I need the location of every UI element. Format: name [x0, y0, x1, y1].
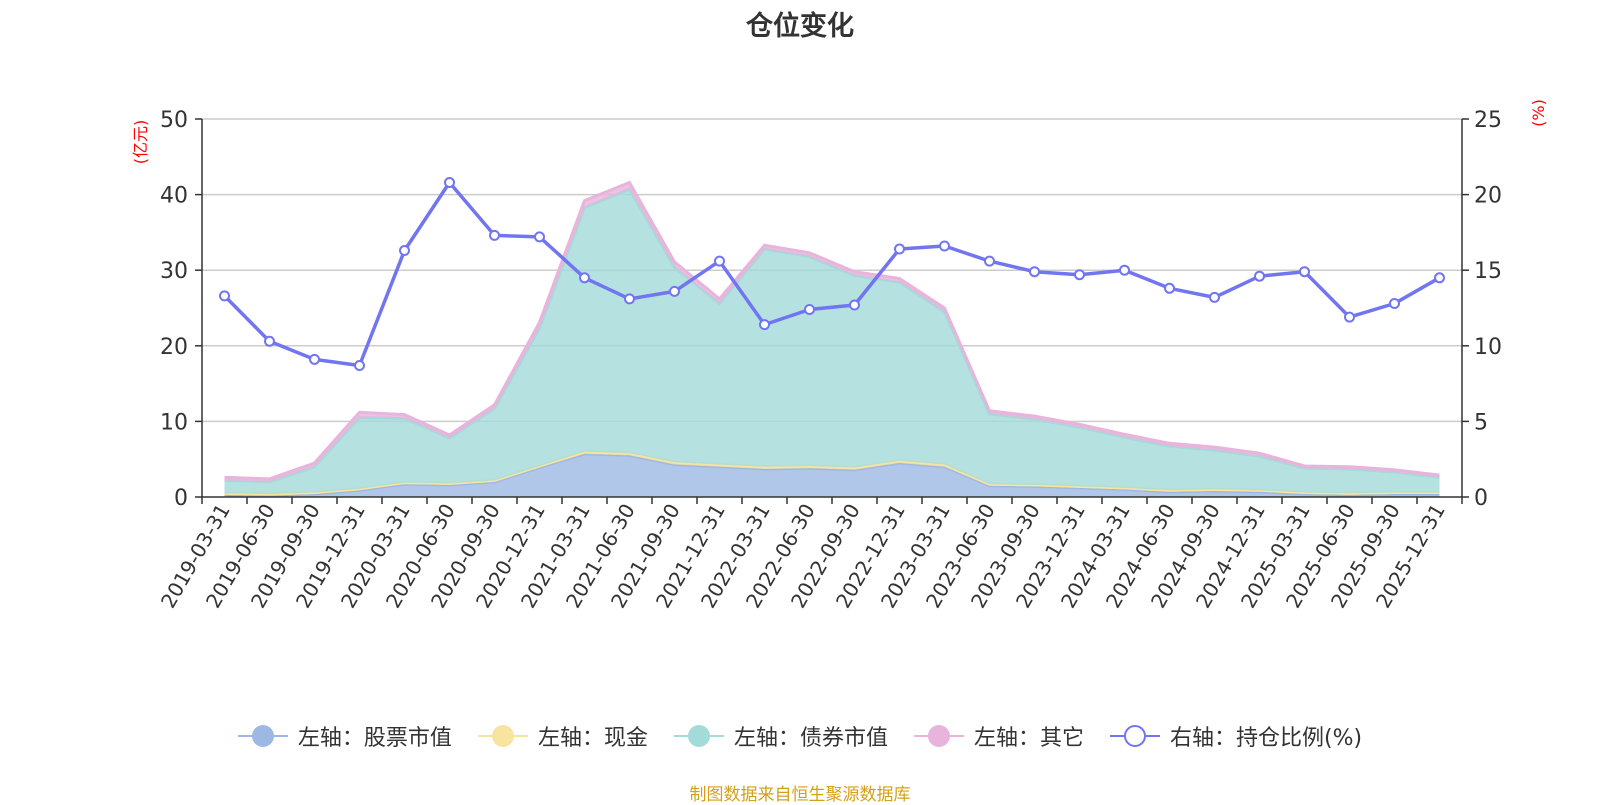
legend-item-stock[interactable]: 左轴：股票市值 — [237, 720, 452, 752]
ratio-point — [1299, 266, 1310, 278]
legend: 左轴：股票市值 左轴：现金 左轴：债券市值 左轴：其它 右轴：持仓比例(%) — [0, 720, 1600, 752]
ratio-point — [219, 290, 230, 302]
ratio-point — [1119, 264, 1130, 276]
ratio-point — [669, 285, 680, 297]
ratio-point — [1164, 282, 1175, 294]
left-tick-label: 20 — [160, 335, 188, 360]
ratio-point — [939, 240, 950, 252]
ratio-point — [354, 360, 365, 371]
ratio-point — [849, 299, 860, 311]
right-tick-label: 10 — [1474, 335, 1502, 360]
ratio-point — [1074, 269, 1085, 281]
legend-open-circle-icon — [1109, 725, 1160, 747]
ratio-point — [1344, 311, 1355, 323]
ratio-point — [984, 255, 995, 267]
right-tick-label: 25 — [1474, 108, 1502, 133]
left-tick-label: 10 — [160, 410, 188, 435]
legend-label: 左轴：股票市值 — [297, 726, 452, 751]
ratio-line-layer — [219, 177, 1445, 371]
ratio-point — [579, 272, 590, 284]
legend-item-cash[interactable]: 左轴：现金 — [477, 720, 648, 752]
area-edge-series-3 — [224, 180, 1440, 481]
ratio-point — [489, 229, 500, 241]
area-series-2 — [224, 189, 1440, 495]
ratio-point — [264, 335, 275, 347]
legend-circle-icon — [673, 725, 724, 747]
legend-label: 右轴：持仓比例(%) — [1169, 726, 1363, 751]
legend-circle-icon — [913, 725, 964, 747]
right-tick-label: 0 — [1474, 486, 1488, 511]
right-tick-label: 5 — [1474, 410, 1488, 435]
left-tick-label: 0 — [174, 486, 188, 511]
ratio-point — [804, 304, 815, 315]
chart-title: 仓位变化 — [746, 11, 854, 42]
legend-label: 左轴：现金 — [537, 726, 648, 751]
left-tick-label: 50 — [160, 108, 188, 133]
ratio-point — [624, 293, 635, 305]
legend-item-ratio[interactable]: 右轴：持仓比例(%) — [1109, 720, 1363, 752]
right-tick-label: 15 — [1474, 259, 1502, 284]
ratio-point — [1209, 291, 1220, 303]
legend-circle-icon — [237, 725, 288, 747]
right-tick-label: 20 — [1474, 184, 1502, 209]
right-axis-unit: (%) — [1529, 99, 1548, 127]
ratio-point — [1029, 266, 1040, 278]
ratio-point — [714, 255, 725, 267]
ratio-point — [1389, 298, 1400, 309]
ratio-point — [309, 353, 320, 365]
ratio-point — [444, 177, 455, 188]
legend-item-bond[interactable]: 左轴：债券市值 — [673, 720, 888, 752]
legend-label: 左轴：其它 — [973, 726, 1084, 751]
left-tick-label: 40 — [160, 184, 188, 209]
ratio-point — [1254, 270, 1265, 282]
left-tick-label: 30 — [160, 259, 188, 284]
area-series-0 — [224, 453, 1440, 497]
ratio-point — [399, 245, 410, 256]
ratio-point — [894, 243, 905, 255]
left-axis-unit: (亿元) — [131, 120, 150, 165]
legend-item-other[interactable]: 左轴：其它 — [913, 720, 1084, 752]
stacked-areas — [224, 180, 1440, 498]
legend-circle-icon — [477, 725, 528, 747]
ratio-point — [1434, 272, 1445, 284]
ratio-line — [223, 180, 1441, 368]
ratio-point — [759, 319, 770, 331]
legend-label: 左轴：债券市值 — [733, 726, 888, 751]
ratio-point — [534, 231, 545, 243]
source-note: 制图数据来自恒生聚源数据库 — [689, 785, 911, 805]
